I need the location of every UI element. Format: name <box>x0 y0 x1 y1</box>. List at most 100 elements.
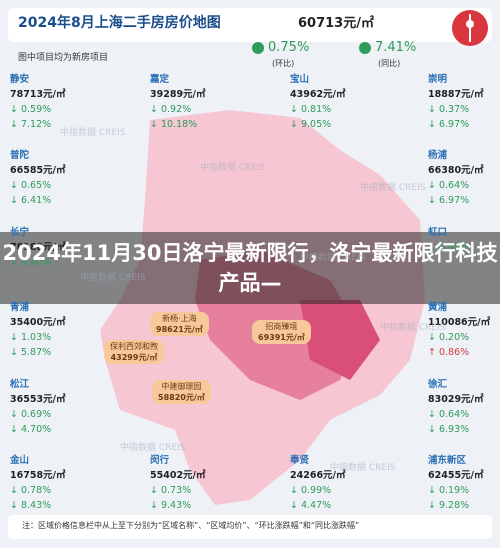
district: 金山 16758元/㎡ ↓ 0.78% ↓ 8.43% <box>10 453 74 513</box>
district-name: 长宁 <box>10 227 30 238</box>
district-change: ↓ 10.18% <box>150 119 198 130</box>
project-name: 保利西郊和煦 <box>110 342 158 351</box>
district-change: ↓ 0.81% <box>290 104 332 115</box>
district-change: ↓ 6.97% <box>428 195 470 206</box>
district-change: ↓ 9.43% <box>150 500 192 511</box>
project: 保利西郊和煦 43299元/㎡ <box>104 340 164 364</box>
watermark: 中指数据 CREIS <box>380 323 446 333</box>
district-name: 普陀 <box>10 150 30 161</box>
watermark: 中指数据 CREIS <box>360 183 426 193</box>
district-name: 奉贤 <box>290 455 310 466</box>
district-price: 78188元/㎡ <box>10 242 66 253</box>
subtitle: 图中项目均为新房项目 <box>18 53 109 63</box>
down-icon <box>359 42 371 54</box>
district-change: ↓ 0.64% <box>428 180 470 191</box>
district-price: 43962元/㎡ <box>290 89 346 100</box>
project: 中建御璟园 58820元/㎡ <box>152 380 211 404</box>
watermark: 中指数据 CREIS <box>200 163 266 173</box>
district: 浦东新区 62455元/㎡ ↓ 0.19% ↓ 9.28% <box>428 453 492 513</box>
district-change: ↓ 0.69% <box>10 409 52 420</box>
project-name: 招商臻境 <box>265 322 298 331</box>
district-name: 杨浦 <box>428 150 448 161</box>
project: 新杨·上海 98621元/㎡ <box>150 312 209 336</box>
district-price: 62455元/㎡ <box>428 470 484 481</box>
district-price: 36553元/㎡ <box>10 394 66 405</box>
title: 2024年8月上海二手房房价地图 <box>18 15 221 31</box>
district-name: 闵行 <box>150 455 170 466</box>
avg-price: 60713元/㎡ <box>298 16 374 31</box>
district-change: ↓ 8.49% <box>428 242 470 253</box>
project-name: 新杨·上海 <box>162 314 197 323</box>
district-price: 55402元/㎡ <box>150 470 206 481</box>
district-price: 66585元/㎡ <box>10 165 66 176</box>
district-name: 浦东新区 <box>428 455 467 466</box>
district-price: 110086元/㎡ <box>428 317 491 328</box>
district-price: 78713元/㎡ <box>10 89 66 100</box>
district-name: 崇明 <box>428 74 448 85</box>
district: 宝山 43962元/㎡ ↓ 0.81% ↓ 9.05% <box>290 72 354 132</box>
district: 虹口 ↓ 8.49% <box>428 225 492 255</box>
overlay-band <box>0 232 500 304</box>
district: 崇明 18887元/㎡ ↓ 0.37% ↓ 6.97% <box>428 72 492 132</box>
district: 静安 78713元/㎡ ↓ 0.59% ↓ 7.12% <box>10 72 74 132</box>
mom-change: 0.75% <box>268 40 310 55</box>
district: 杨浦 66380元/㎡ ↓ 0.64% ↓ 6.97% <box>428 148 492 208</box>
logo-ball <box>466 20 474 28</box>
district-name: 松江 <box>10 379 30 390</box>
project-name: 中建御璟园 <box>161 382 202 391</box>
district-price: 24266元/㎡ <box>290 470 346 481</box>
district: 闵行 55402元/㎡ ↓ 0.73% ↓ 9.43% <box>150 453 214 513</box>
watermark: 中指数据 CREIS <box>80 273 146 283</box>
district-change: ↓ 4.70% <box>10 424 52 435</box>
district: 徐汇 83029元/㎡ ↓ 0.64% ↓ 6.93% <box>428 377 492 437</box>
district: 松江 36553元/㎡ ↓ 0.69% ↓ 4.70% <box>10 377 74 437</box>
footnote: 注：区域价格信息栏中从上至下分别为“区域名称”、“区域均价”、“环比涨跌幅”和“… <box>22 521 360 530</box>
district-name: 虹口 <box>428 227 448 238</box>
district-change: ↓ 0.65% <box>10 180 52 191</box>
district-name: 徐汇 <box>428 379 448 390</box>
map-region <box>300 300 380 380</box>
district-price: 83029元/㎡ <box>428 394 484 405</box>
watermark: 中指数据 CREIS <box>60 128 126 138</box>
project-price: 69391元/㎡ <box>258 333 305 342</box>
down-icon <box>252 42 264 54</box>
district-change: ↓ 5.87% <box>10 347 52 358</box>
district-change: ↑ 0.86% <box>428 347 470 358</box>
district-price: 35400元/㎡ <box>10 317 66 328</box>
district-name: 青浦 <box>10 302 30 313</box>
district-change: ↓ 6.41% <box>10 195 52 206</box>
district: 青浦 35400元/㎡ ↓ 1.03% ↓ 5.87% <box>10 300 74 360</box>
district-name: 金山 <box>10 455 30 466</box>
district: 奉贤 24266元/㎡ ↓ 0.99% ↓ 4.47% <box>290 453 354 513</box>
district-change: ↓ 7.12% <box>10 119 52 130</box>
district-name: 嘉定 <box>150 74 170 85</box>
overlay-title: 2024年11月30日洛宁最新限行，洛宁最新限行科技产品— <box>2 241 498 295</box>
district-name: 宝山 <box>290 74 310 85</box>
district-change: ↓ 0.78% <box>10 485 52 496</box>
district-name: 黄浦 <box>428 302 448 313</box>
header-bg <box>8 8 492 42</box>
district-change: ↓ 6.97% <box>428 119 470 130</box>
district-change: ↓ 0.99% <box>290 485 332 496</box>
district-change: ↓ 6.93% <box>428 424 470 435</box>
district-price: 16758元/㎡ <box>10 470 66 481</box>
district-price: 18887元/㎡ <box>428 89 484 100</box>
district-change: ↓ 1.03% <box>10 332 52 343</box>
district-change: ↓ 0.37% <box>428 104 470 115</box>
yoy-label: (同比) <box>378 59 401 68</box>
district-change: ↓ 0.92% <box>150 104 192 115</box>
project-price: 43299元/㎡ <box>110 353 158 362</box>
district-price: 66380元/㎡ <box>428 165 484 176</box>
district-change: ↓ 9.28% <box>428 500 470 511</box>
project-price: 98621元/㎡ <box>156 325 203 334</box>
district: 黄浦 110086元/㎡ ↓ 0.20% ↑ 0.86% <box>428 300 492 360</box>
district-change: ↓ 0.64% <box>428 409 470 420</box>
district-name: 静安 <box>10 74 30 85</box>
district-change: ↓ 4.47% <box>290 500 332 511</box>
district-change: ↓ 0.59% <box>10 104 52 115</box>
watermark: 中指数据 CREIS <box>300 253 366 263</box>
yoy-change: 7.41% <box>375 40 417 55</box>
district-change: ↓ 0.73% <box>150 485 192 496</box>
